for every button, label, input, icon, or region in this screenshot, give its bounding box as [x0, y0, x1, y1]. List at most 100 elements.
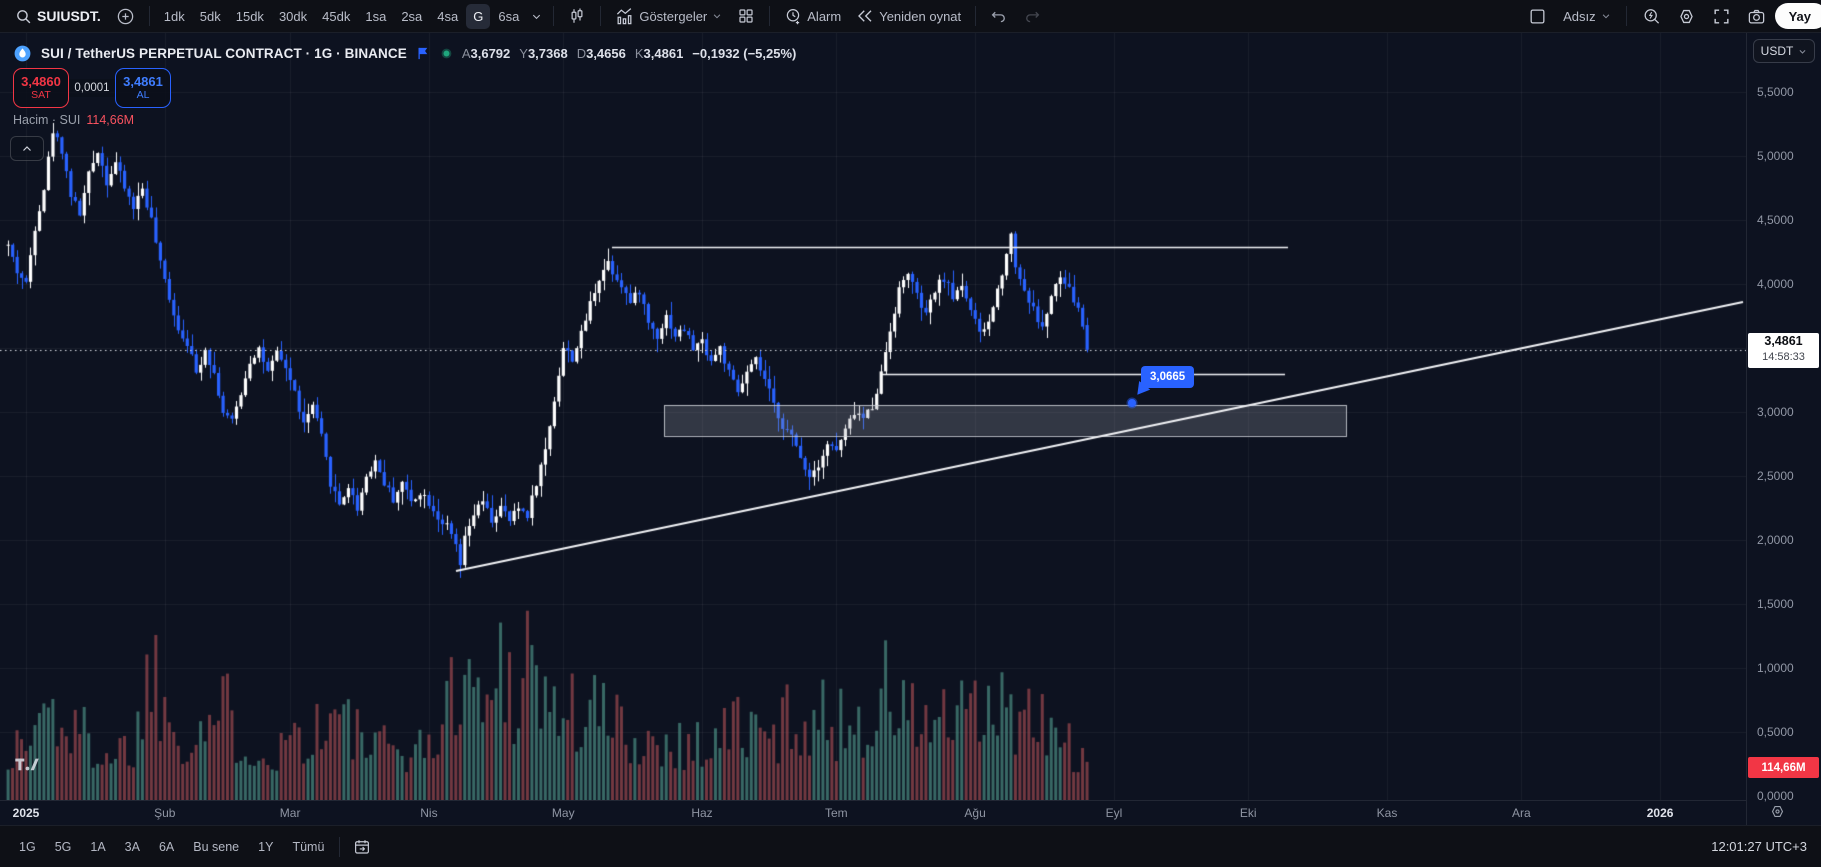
timeframe-1dk[interactable]: 1dk [157, 4, 192, 29]
buy-button[interactable]: 3,4861 AL [115, 68, 171, 108]
alarm-clock-icon [784, 7, 802, 25]
timeframe-30dk[interactable]: 30dk [272, 4, 314, 29]
sell-button[interactable]: 3,4860 SAT [13, 68, 69, 108]
last-price: 3,4861 [1764, 333, 1803, 348]
price-tick: 1,0000 [1757, 661, 1794, 675]
trade-panel: 3,4860 SAT 0,0001 3,4861 AL [13, 68, 171, 108]
top-toolbar: SUIUSDT. 1dk 5dk 15dk 30dk 45dk 1sa 2sa 4sa G 6sa… [0, 0, 1821, 33]
alert-button[interactable]: Alarm [777, 4, 848, 29]
plus-circle-icon [116, 7, 135, 26]
price-tick: 1,5000 [1757, 597, 1794, 611]
alert-callout[interactable]: 3,0665 [1141, 366, 1195, 388]
time-tick-Eyl: Eyl [1105, 806, 1123, 820]
range-tümü[interactable]: Tümü [283, 835, 333, 859]
volume-legend[interactable]: Hacim · SUI 114,66M [13, 113, 134, 127]
collapse-pane-button[interactable] [10, 136, 44, 161]
price-tick: 0,5000 [1757, 725, 1794, 739]
range-1y[interactable]: 1Y [249, 835, 282, 859]
symbol-legend[interactable]: SUI / TetherUS PERPETUAL CONTRACT · 1G ·… [13, 43, 796, 63]
timeframe-menu-button[interactable] [527, 4, 546, 29]
price-tick: 2,5000 [1757, 469, 1794, 483]
last-price-tag[interactable]: 3,4861 14:58:33 [1748, 332, 1819, 368]
time-axis[interactable]: 2025 Şub Mar Nis May Haz Tem Ağu Eyl Eki Kas Ara 202… [0, 800, 1746, 825]
range-1a[interactable]: 1A [81, 835, 114, 859]
range-6a[interactable]: 6A [150, 835, 183, 859]
range-5g[interactable]: 5G [46, 835, 81, 859]
candlestick-style-icon [568, 7, 586, 25]
range-bu-sene[interactable]: Bu sene [184, 835, 248, 859]
settings-gear-icon [1677, 7, 1696, 26]
range-3a[interactable]: 3A [116, 835, 149, 859]
chart-settings-button[interactable] [1670, 4, 1703, 29]
tradingview-logo[interactable] [14, 755, 40, 778]
chevron-down-icon [712, 11, 722, 21]
timeframe-group: 1dk 5dk 15dk 30dk 45dk 1sa 2sa 4sa G 6sa [157, 3, 527, 29]
flag-icon[interactable] [416, 46, 431, 61]
price-tick: 4,0000 [1757, 277, 1794, 291]
symbol-title[interactable]: SUI / TetherUS PERPETUAL CONTRACT · 1G ·… [41, 45, 407, 61]
price-tick: 0,0000 [1757, 789, 1794, 803]
volume-label: Hacim · SUI [13, 113, 81, 127]
compare-add-button[interactable] [109, 4, 142, 29]
snapshot-button[interactable] [1740, 4, 1773, 29]
toolbar-separator [339, 836, 341, 857]
market-status-icon[interactable] [440, 47, 453, 60]
bar-countdown: 14:58:33 [1762, 350, 1805, 363]
chart-style-button[interactable] [561, 4, 593, 29]
symbol-search-button[interactable]: SUIUSDT. [8, 4, 108, 29]
layout-square-icon [1528, 7, 1547, 26]
time-tick-Ağu: Ağu [964, 806, 986, 820]
ohlc-values: A3,6792 Y3,7368 D3,4656 K3,4861 −0,1932 (−5,… [462, 46, 797, 61]
price-axis[interactable]: USDT 3,4861 14:58:33 114,66M 5,5000 5,000… [1746, 33, 1821, 825]
buy-label: AL [136, 89, 150, 101]
timeframe-G[interactable]: G [466, 3, 491, 29]
publish-button[interactable]: Yay [1774, 3, 1821, 29]
currency-button[interactable]: USDT [1753, 39, 1815, 63]
replay-button[interactable]: Yeniden oynat [849, 4, 968, 29]
chevron-down-icon [1601, 11, 1611, 21]
time-tick-Nis: Nis [420, 806, 438, 820]
alert-label: Alarm [807, 8, 842, 24]
goto-date-button[interactable] [346, 834, 378, 859]
search-icon [15, 8, 32, 25]
toolbar-separator [600, 6, 602, 26]
fullscreen-button[interactable] [1705, 4, 1738, 29]
chart-canvas[interactable] [0, 33, 1746, 800]
top-toolbar-right: Adsız [1521, 3, 1821, 29]
timeframe-1sa[interactable]: 1sa [358, 4, 393, 29]
timeframe-5dk[interactable]: 5dk [193, 4, 228, 29]
range-1g[interactable]: 1G [10, 835, 45, 859]
layout-grid-icon [737, 7, 755, 25]
clock-timezone[interactable]: 12:01:27 UTC+3 [1711, 839, 1807, 854]
time-tick-2026: 2026 [1646, 806, 1674, 820]
spread-value: 0,0001 [69, 79, 115, 97]
indicators-button[interactable]: Göstergeler [608, 4, 729, 29]
timeframe-6sa[interactable]: 6sa [491, 4, 526, 29]
replay-label: Yeniden oynat [879, 8, 962, 24]
timeframe-2sa[interactable]: 2sa [394, 4, 429, 29]
redo-button[interactable] [1016, 4, 1048, 29]
time-tick-Tem: Tem [824, 806, 848, 820]
layout-select-button[interactable] [1521, 4, 1554, 29]
quick-search-button[interactable] [1635, 4, 1668, 29]
ohlc-Y: Y3,7368 [519, 45, 568, 61]
time-tick-Ara: Ara [1511, 806, 1531, 820]
sell-price: 3,4860 [21, 74, 61, 89]
currency-label: USDT [1760, 44, 1794, 58]
indicator-templates-button[interactable] [730, 4, 762, 29]
ohlc-D: D3,4656 [576, 45, 626, 61]
undo-button[interactable] [983, 4, 1015, 29]
time-tick-Haz: Haz [691, 806, 713, 820]
timeframe-15dk[interactable]: 15dk [229, 4, 271, 29]
layout-name-button[interactable]: Adsız [1556, 4, 1618, 29]
alert-dot[interactable] [1128, 399, 1136, 408]
symbol-name: SUIUSDT. [37, 8, 101, 24]
calendar-icon [353, 838, 371, 856]
timeframe-4sa[interactable]: 4sa [430, 4, 465, 29]
ohlc-A: A3,6792 [461, 45, 511, 61]
timeframe-45dk[interactable]: 45dk [315, 4, 357, 29]
replay-icon [856, 7, 874, 25]
toolbar-separator [1625, 6, 1627, 26]
axis-settings-icon[interactable] [1769, 803, 1786, 825]
